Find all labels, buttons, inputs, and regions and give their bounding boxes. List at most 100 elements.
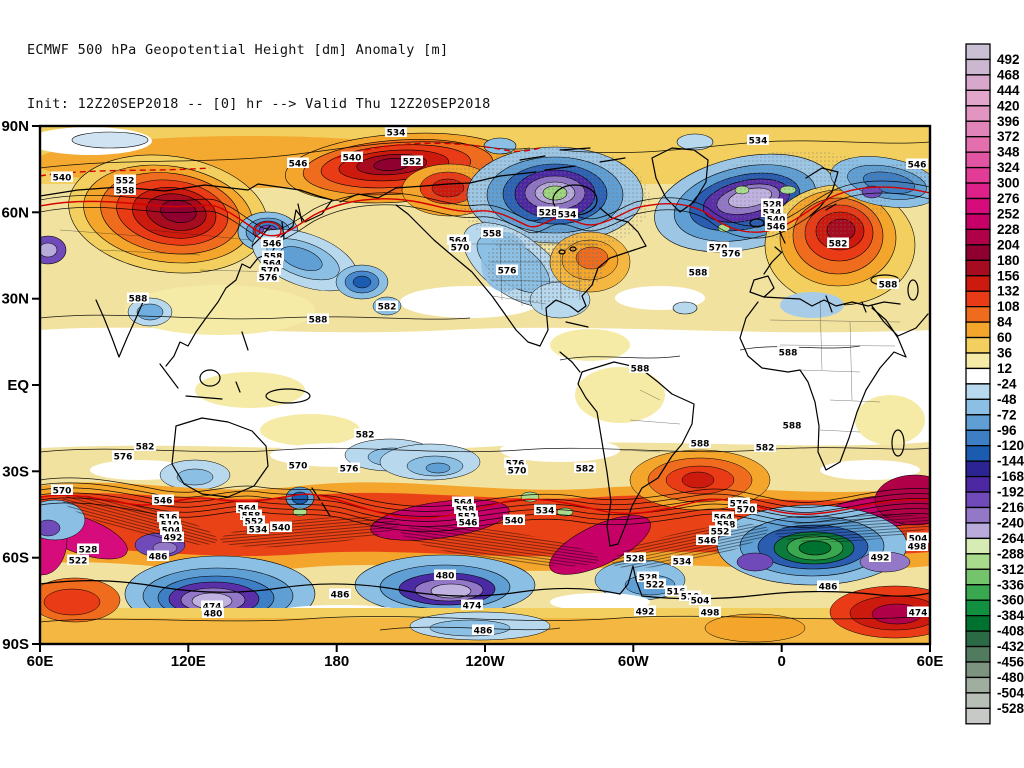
colorbar-cell (965, 213, 991, 231)
colorbar-label: 276 (997, 191, 1020, 206)
contour-label-chip (385, 126, 407, 137)
contour-label-chip (827, 237, 849, 248)
contour-label: 528 (639, 573, 658, 583)
contour-label: 576 (722, 249, 741, 259)
contour-label: 474 (463, 601, 482, 611)
contour-label: 474 (909, 608, 928, 618)
colorbar-cell (965, 259, 991, 277)
colorbar-cell (965, 460, 991, 478)
colorbar-label: 156 (997, 268, 1020, 283)
contour-label: 486 (474, 626, 493, 636)
contour-label-chip (907, 532, 929, 543)
contour-label: 516 (159, 513, 178, 523)
colorbar-label: 204 (997, 237, 1020, 252)
contour-label-chip (449, 241, 471, 252)
contour-label-chip (481, 227, 503, 238)
contour-label: 552 (245, 517, 264, 527)
colorbar-cell (965, 321, 991, 339)
contour-label: 582 (356, 430, 375, 440)
map-art (40, 126, 930, 644)
contour-label-chip (689, 594, 711, 605)
contour-label-chip (112, 450, 134, 461)
contour-label-chip (376, 300, 398, 311)
colorbar-label: -528 (997, 701, 1024, 716)
contour-label: 546 (767, 222, 786, 232)
contour-label-chip (114, 174, 136, 185)
x-axis-label: 120E (171, 653, 206, 670)
contour-label-chip (401, 155, 423, 166)
colorbar-label: -312 (997, 562, 1024, 577)
colorbar-label: -48 (997, 392, 1017, 407)
colorbar-label: 324 (997, 160, 1020, 175)
contour-label-chip (537, 206, 559, 217)
contour-label-chip (747, 134, 769, 145)
colorbar-cell (965, 584, 991, 601)
contour-label-chip (67, 554, 89, 565)
contour-label-chip (452, 496, 474, 507)
colorbar-label: -120 (997, 438, 1024, 453)
contour-label-chip (720, 247, 742, 258)
contour-label: 546 (289, 159, 308, 169)
contour-label: 564 (454, 498, 473, 508)
contour-label-chip (696, 534, 718, 545)
contour-label: 588 (691, 439, 710, 449)
contour-label-chip (707, 241, 729, 252)
contour-label: 534 (387, 128, 406, 138)
colorbar-label: -216 (997, 500, 1024, 515)
contour-label: 528 (763, 200, 782, 210)
colorbar-cell (965, 58, 991, 76)
contour-label-chip (454, 503, 476, 514)
contour-label: 582 (576, 464, 595, 474)
contour-label: 582 (756, 443, 775, 453)
contour-label: 552 (403, 157, 422, 167)
contour-label: 576 (259, 273, 278, 283)
colorbar-label: 492 (997, 52, 1020, 67)
contour-label-chip (447, 234, 469, 245)
contour-label: 516 (667, 587, 686, 597)
contour-label: 588 (783, 421, 802, 431)
contour-label: 588 (631, 364, 650, 374)
contour-label-chip (671, 555, 693, 566)
contour-label-chip (257, 271, 279, 282)
colorbar-cell (965, 182, 991, 200)
contour-label-chip (869, 551, 891, 562)
contour-label: 534 (749, 136, 768, 146)
contour-label: 528 (79, 545, 98, 555)
figure-title: ECMWF 500 hPa Geopotential Height [dm] A… (27, 42, 449, 58)
colorbar-cell (965, 491, 991, 509)
contour-label-chip (51, 484, 73, 495)
contour-label: 558 (116, 186, 135, 196)
colorbar-label: 300 (997, 176, 1020, 191)
colorbar-label: 60 (997, 330, 1012, 345)
contour-label: 552 (711, 527, 730, 537)
x-axis-label: 60E (917, 653, 944, 670)
contour-label-chip (781, 419, 803, 430)
contour-label: 546 (459, 518, 478, 528)
colorbar-cell (965, 352, 991, 370)
contour-label: 474 (203, 602, 222, 612)
colorbar-cell (965, 615, 991, 632)
contour-label: 588 (309, 315, 328, 325)
contour-label-chip (728, 497, 750, 508)
colorbar-cell (965, 136, 991, 153)
x-axis-label: 120W (465, 653, 505, 670)
contour-label: 534 (536, 506, 555, 516)
y-axis-label: 30N (1, 291, 29, 308)
colorbar-label: -456 (997, 655, 1024, 670)
contour-label-chip (287, 459, 309, 470)
y-axis-label: 30S (2, 463, 29, 480)
contour-label-chip (556, 208, 578, 219)
contour-label-chip (338, 462, 360, 473)
colorbar-cell (965, 692, 991, 710)
colorbar-label: 12 (997, 361, 1012, 376)
colorbar-cell (965, 707, 991, 725)
contour-label: 534 (673, 557, 692, 567)
contour-label-chip (287, 157, 309, 168)
contour-label-chip (240, 509, 262, 520)
contour-label: 534 (249, 525, 268, 535)
contour-label: 570 (289, 461, 308, 471)
contour-label-chip (574, 462, 596, 473)
colorbar-label: -336 (997, 577, 1024, 592)
